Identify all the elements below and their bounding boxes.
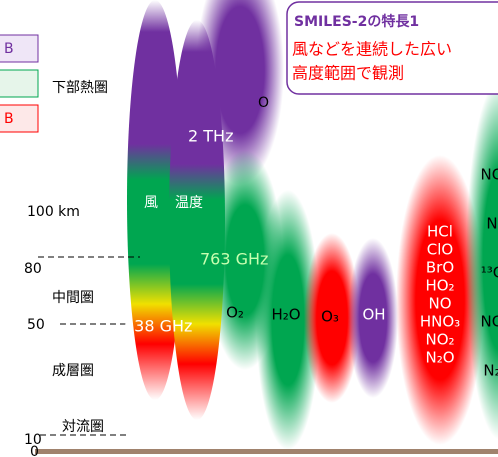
molecule: ¹³C [481,264,498,282]
callout-text: 高度範囲で観測 [292,64,404,83]
band-label: O [258,95,269,111]
molecule: OH [362,306,385,324]
molecule: N [486,215,497,233]
callout-text: 風などを連続した広い [292,40,452,59]
molecule: HCl [427,223,453,241]
legend: B B [0,35,38,132]
region-label: 成層圏 [52,363,94,379]
molecule: HO₂ [425,277,454,295]
band-label: 風 [144,195,158,211]
band-label: 2 THz [188,127,233,146]
molecule: N₂ [483,362,498,380]
molecule: NO [428,295,451,313]
legend-text: B [4,111,14,127]
legend-text: B [4,41,14,57]
molecule: O₂ [226,304,244,322]
legend-box [0,70,38,97]
altitude-label: 100 km [27,204,80,220]
band-label: 638 GHz [124,317,192,336]
callout: SMILES-2の特長1 風などを連続した広い 高度範囲で観測 [287,2,498,94]
molecule: HNO₃ [420,313,460,331]
band-label: 温度 [175,195,203,211]
altitude-label: 80 [24,261,42,277]
region-label: 下部熱圏 [52,80,108,96]
molecule: H₂O [271,306,300,324]
molecule: NO [480,166,498,184]
molecule: NO₂ [425,331,454,349]
altitude-label: 50 [27,317,45,333]
region-label: 中間圏 [52,290,94,306]
ground [35,449,498,454]
blob [169,20,225,420]
molecule: N₂O [425,349,454,367]
region-label: 対流圏 [62,419,104,435]
molecule: ClO [427,241,453,259]
band-label: 763 GHz [200,250,268,269]
molecule: O₃ [321,308,339,326]
callout-title: SMILES-2の特長1 [294,13,419,30]
molecule: NO [480,313,498,331]
molecule: BrO [426,259,454,277]
altitude-label: 0 [30,444,39,457]
diagram: B B 下部熱圏 100 km 80 中間圏 50 成層圏 10 対流圏 0 2… [0,0,498,457]
